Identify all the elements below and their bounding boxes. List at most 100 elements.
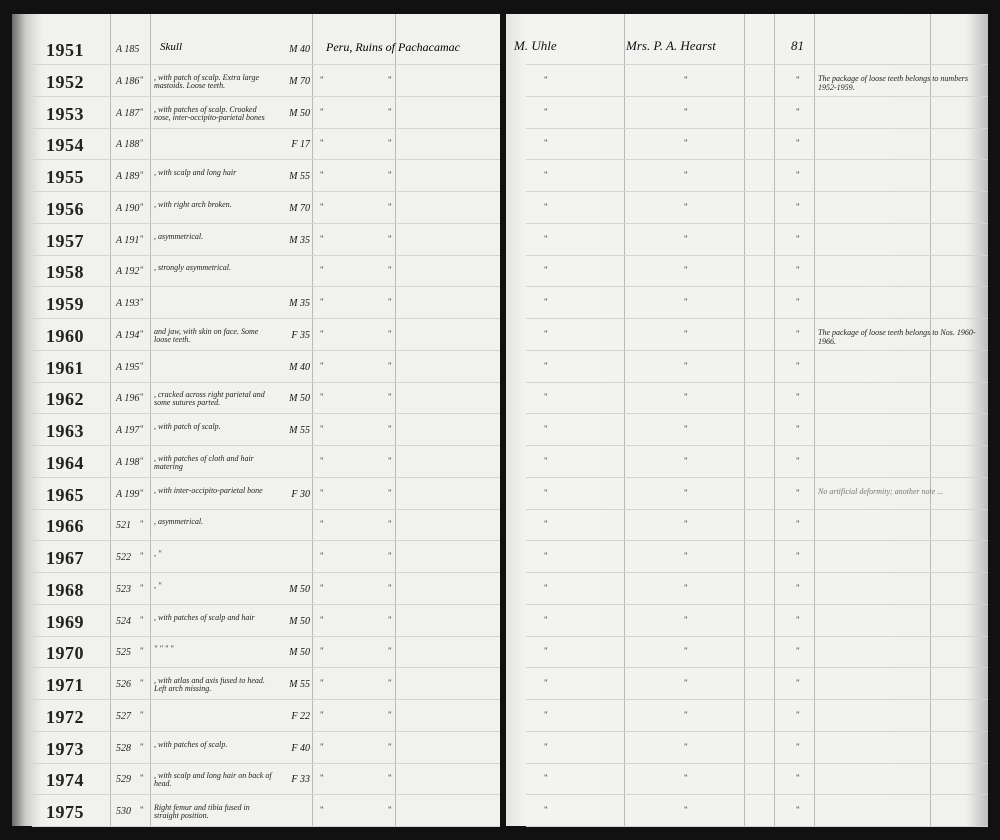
sex-age: M 55 [289, 679, 310, 690]
field-number: 530 [116, 806, 131, 817]
catalog-number: 1964 [46, 452, 84, 473]
ditto-mark: " [544, 805, 548, 815]
ditto-mark: " [684, 614, 688, 625]
row-rule [32, 95, 500, 97]
ditto-mark: " [320, 551, 324, 561]
row-rule [526, 127, 988, 129]
ditto-mark: " [388, 392, 392, 403]
ledger-row-continued: " " " [506, 580, 988, 611]
ditto-mark: " [684, 170, 688, 180]
row-rule [526, 159, 988, 161]
ledger-row: 1957 A 191 , asymmetrical. M 35 " " " [12, 231, 500, 262]
field-number: A 193 [116, 298, 140, 309]
field-number: A 195 [116, 361, 140, 373]
field-number: A 186 [116, 75, 140, 87]
description: , cracked across right parietal and some… [154, 390, 265, 408]
description: , with scalp and long hair on back of he… [154, 771, 272, 789]
column-rule [395, 14, 396, 826]
row-rule [526, 349, 988, 351]
ditto-mark: " [140, 106, 144, 117]
sex-age: M 55 [289, 425, 310, 436]
ledger-row-continued: " " " [506, 516, 988, 547]
ditto-mark: " [544, 487, 548, 498]
ditto-mark: " [320, 201, 324, 212]
ditto-mark: " [140, 487, 144, 498]
catalog-number: 1970 [46, 643, 84, 664]
row-rule [526, 572, 988, 573]
ledger-row: 1961 A 195 M 40 " " " [12, 358, 500, 389]
ledger-row-continued: " " " [506, 294, 988, 325]
ditto-mark: " [388, 614, 392, 625]
row-rule [526, 603, 988, 605]
ditto-mark: " [796, 74, 800, 85]
field-number: 529 [116, 774, 131, 786]
catalog-number: 1971 [46, 675, 84, 695]
ditto-mark: " [140, 709, 144, 720]
ditto-mark: " [140, 424, 144, 434]
row-rule [32, 794, 500, 796]
ditto-mark: " [684, 297, 688, 307]
ditto-mark: " [320, 106, 324, 117]
ditto-mark: " [388, 106, 392, 117]
ditto-mark: " [796, 297, 800, 307]
ditto-mark: " [140, 392, 144, 403]
ditto-mark: " [544, 678, 548, 688]
row-rule [32, 64, 500, 65]
ledger-row-continued: " " " [506, 643, 988, 674]
ditto-mark: " [684, 709, 688, 720]
ditto-mark: " [140, 201, 144, 212]
sex-age: F 30 [291, 488, 310, 500]
ditto-mark: " [684, 328, 688, 339]
sex-age: M 50 [289, 393, 310, 405]
ditto-mark: " [388, 741, 392, 752]
ledger-row-continued: " " " [506, 770, 988, 801]
ditto-mark: " [544, 265, 548, 276]
ditto-mark: " [320, 773, 324, 784]
ditto-mark: " [388, 138, 392, 149]
ditto-mark: " [544, 614, 548, 625]
ditto-mark: " [320, 392, 324, 403]
ledger-row: 1964 A 198 , with patches of cloth and h… [12, 453, 500, 484]
ditto-mark: " [388, 201, 392, 212]
row-rule [32, 254, 500, 256]
catalog-number: 1965 [46, 484, 84, 505]
ditto-mark: " [544, 328, 548, 339]
ledger-row-continued: " " " [506, 326, 988, 357]
ledger-row-continued: " " " [506, 167, 988, 198]
ditto-mark: " [544, 646, 548, 657]
ditto-mark: " [320, 138, 324, 149]
description: , with patch of scalp. [154, 422, 221, 431]
ditto-mark: " [388, 582, 392, 593]
ditto-mark: " [544, 773, 548, 784]
ditto-mark: " [684, 455, 688, 466]
row-rule [32, 635, 500, 637]
ditto-mark: " [140, 678, 144, 688]
row-rule [32, 699, 500, 700]
ditto-mark: " [320, 74, 324, 85]
description: , with patch of scalp. Extra large masto… [154, 72, 260, 90]
ditto-mark: " [684, 678, 688, 688]
ditto-mark: " [388, 519, 392, 530]
ditto-mark: " [320, 709, 324, 720]
ledger-row: 1956 A 190 , with right arch broken. M 7… [12, 199, 500, 230]
column-rule [814, 14, 815, 826]
ledger-row: 1966 521 , asymmetrical. " " " [12, 516, 500, 547]
ledger-row: 1959 A 193 M 35 " " " [12, 294, 500, 325]
column-rule [930, 14, 931, 826]
sex-age: M 55 [289, 171, 310, 182]
ledger-row-continued: " " " [506, 231, 988, 262]
sex-age: M 35 [289, 234, 310, 246]
row-rule [32, 191, 500, 192]
sex-age: F 33 [291, 774, 310, 786]
column-rule [774, 14, 775, 826]
field-number: A 190 [116, 202, 140, 214]
left-ledger-page: 1951 A 185 M 40 1952 A 186 , with patch … [12, 14, 500, 827]
catalog-number: 1955 [46, 167, 84, 187]
sex-age: M 70 [289, 75, 310, 87]
field-number: A 194 [116, 329, 140, 341]
ditto-mark: " [140, 805, 144, 815]
ditto-mark: " [544, 138, 548, 149]
field-number: 524 [116, 615, 131, 627]
row-rule [32, 318, 500, 319]
ditto-mark: " [796, 805, 800, 815]
